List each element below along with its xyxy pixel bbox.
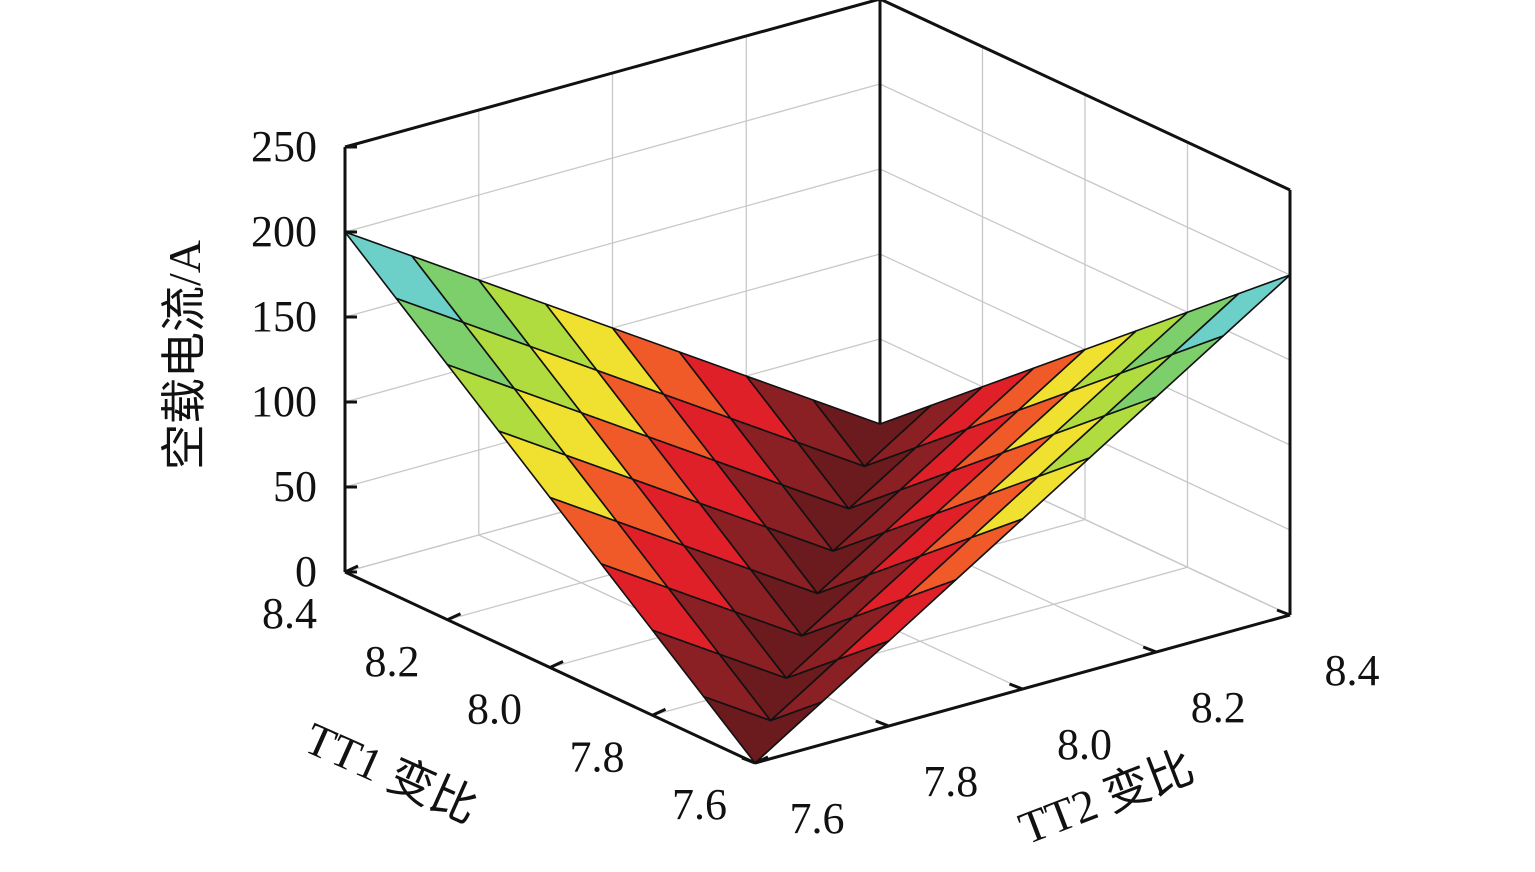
- y-tick-label: 8.0: [1057, 720, 1112, 769]
- y-tick-mark: [875, 719, 890, 728]
- x-tick-mark: [446, 612, 462, 622]
- z-tick-label: 50: [273, 462, 317, 511]
- x-tick-label: 7.6: [672, 780, 727, 829]
- x-tick-mark: [549, 660, 564, 669]
- z-tick-label: 100: [251, 377, 317, 426]
- box-edge: [344, 0, 881, 149]
- y-tick-label: 8.2: [1191, 683, 1246, 732]
- axes-box: [344, 0, 1291, 424]
- y-tick-mark: [1142, 645, 1157, 654]
- y-tick-mark: [1008, 682, 1024, 691]
- x-tick-mark: [651, 707, 667, 717]
- box-edge: [879, 0, 1291, 192]
- z-tick-label: 200: [251, 207, 317, 256]
- y-tick-mark: [1276, 608, 1291, 617]
- x-tick-mark: [754, 755, 769, 765]
- z-tick-label: 150: [251, 292, 317, 341]
- z-axis-title: 空载电流/A: [159, 240, 210, 470]
- y-tick-label: 8.4: [1325, 646, 1380, 695]
- surface-layer: [344, 231, 1291, 764]
- tick-layer: 0 50 100 150 200 250 7.6 7.8 8.0 8.2 8.4 7.6 7.8 8.0 8…: [251, 122, 1380, 843]
- x-tick-label: 8.2: [365, 637, 420, 686]
- x-tick-mark: [344, 564, 359, 574]
- x-tick-label: 8.0: [467, 685, 522, 734]
- x-tick-label: 8.4: [262, 589, 317, 638]
- z-tick-label: 250: [251, 122, 317, 171]
- y-tick-label: 7.6: [790, 794, 845, 843]
- z-tick-label: 0: [295, 547, 317, 596]
- x-axis-title: TT1 变比: [297, 712, 485, 833]
- surface-face: [702, 695, 823, 764]
- y-tick-label: 7.8: [923, 757, 978, 806]
- wall-grid-line: [344, 83, 881, 233]
- x-tick-label: 7.8: [570, 732, 625, 781]
- wall-grid-line: [879, 83, 1291, 276]
- y-tick-mark: [741, 756, 756, 765]
